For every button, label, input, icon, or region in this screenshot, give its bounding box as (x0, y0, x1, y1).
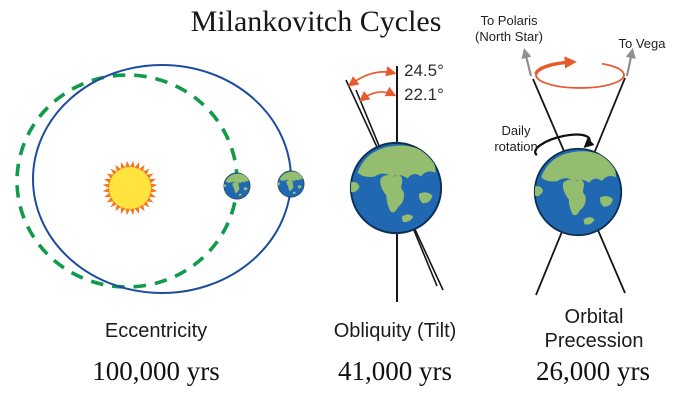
eccentricity-label: Eccentricity (104, 320, 208, 342)
max-tilt-value: 24.5° (404, 61, 444, 80)
earth-globe-obliquity (351, 143, 441, 233)
vega-arrow (625, 48, 636, 77)
tilt-arrow-24 (347, 66, 397, 87)
precession-direction-arrow (534, 56, 577, 75)
page-title: Milankovitch Cycles (190, 5, 442, 38)
to-polaris-label: To Polaris (North Star) (475, 13, 543, 45)
tilt-arrow-22 (358, 86, 397, 102)
sun (102, 160, 158, 216)
min-tilt-value: 22.1° (404, 85, 444, 104)
obliquity-panel (345, 66, 444, 302)
eccentricity-period: 100,000 yrs (92, 356, 220, 386)
earth-icon-blue-orbit (278, 171, 304, 197)
more-eccentric-orbit (32, 64, 292, 294)
to-vega-label: To Vega (618, 36, 666, 51)
daily-rotation-arrow (534, 133, 595, 157)
sun-body (109, 167, 151, 209)
precession-panel (521, 48, 636, 296)
obliquity-label: Obliquity (Tilt) (333, 320, 457, 342)
earth-icon-green-orbit (224, 173, 250, 199)
precession-period: 26,000 yrs (536, 356, 650, 386)
obliquity-period: 41,000 yrs (338, 356, 452, 386)
precession-label: Orbital Precession (544, 306, 644, 353)
earth-globe-precession (535, 149, 621, 235)
daily-rotation-label: Daily rotation (494, 123, 538, 155)
eccentricity-panel (15, 64, 304, 294)
polaris-arrow (521, 48, 533, 77)
